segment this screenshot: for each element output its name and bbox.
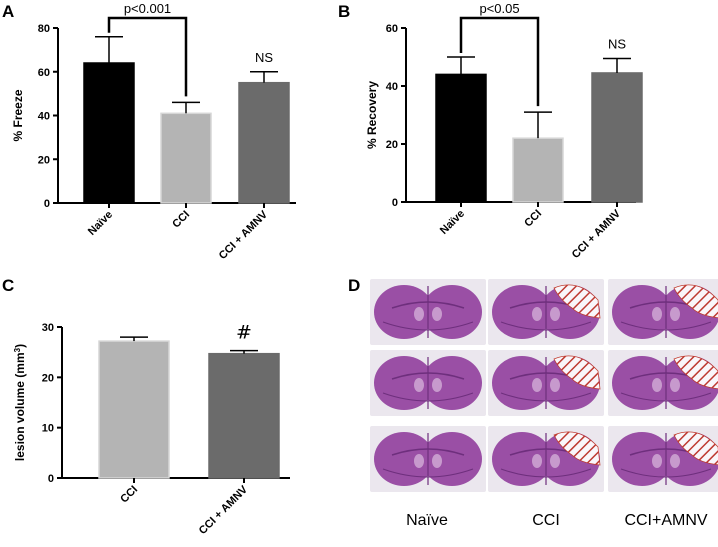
y-tick-label: 80 <box>38 23 50 35</box>
significance-label: NS <box>255 50 273 65</box>
brain-section-r2-c3 <box>608 350 718 416</box>
brain-section-r3-c3 <box>608 426 718 492</box>
panel-letter-a: A <box>2 2 14 21</box>
column-label-naive: Naïve <box>406 512 448 529</box>
y-tick-label: 0 <box>392 197 398 209</box>
y-tick-label: 0 <box>48 473 54 485</box>
y-tick-label: 10 <box>42 423 54 435</box>
lesion-hatch-region <box>553 284 601 319</box>
y-axis-title: lesion volume (mm3) <box>13 344 28 461</box>
brain-section-r1-c1 <box>370 279 486 345</box>
bar-cci <box>160 112 212 204</box>
bar-cci <box>98 340 170 479</box>
x-tick-label-cci: CCI <box>118 484 140 506</box>
bar-na-ve <box>83 62 135 204</box>
y-tick-label: 30 <box>42 322 54 334</box>
significance-label: NS <box>608 36 626 51</box>
bar-cci-amnv <box>238 81 290 204</box>
chart-b: 0 20 40 60 % Recovery Naïve CCI CCI + AMNV p<0.0… <box>365 1 643 261</box>
y-tick-label: 20 <box>386 139 398 151</box>
significance-label: p<0.001 <box>124 1 171 16</box>
chart-a: 0 20 40 60 80 % Freeze Naïve CCI CCI + AMNV p<0.0… <box>11 1 296 262</box>
significance-bracket <box>459 16 540 107</box>
panel-letter-d: D <box>348 276 360 295</box>
panel-letter-b: B <box>338 2 350 21</box>
bar-cci-amnv <box>208 352 280 479</box>
x-tick-label-cci-amnv: CCI + AMNV <box>217 208 271 262</box>
y-tick-label: 40 <box>386 81 398 93</box>
lesion-hatch-region <box>673 355 718 390</box>
x-tick-label-cci: CCI <box>522 208 544 230</box>
chart-c: 0 10 20 30 lesion volume (mm3) CCI CCI + AMNV # <box>13 322 290 537</box>
x-tick-label-na-ve: Naïve <box>438 208 467 237</box>
brain-section-r2-c2 <box>488 350 604 416</box>
bar-cci <box>512 137 564 203</box>
y-tick-label: 20 <box>42 372 54 384</box>
column-label-cci-amnv: CCI+AMNV <box>624 512 707 529</box>
brain-section-grid <box>370 279 718 492</box>
y-tick-label: 20 <box>38 154 50 166</box>
x-tick-label-cci-amnv: CCI + AMNV <box>570 207 624 261</box>
y-tick-label: 0 <box>44 198 50 210</box>
y-tick-label: 60 <box>38 67 50 79</box>
brain-section-r3-c2 <box>488 426 604 492</box>
x-tick-label-cci: CCI <box>170 209 192 231</box>
column-label-cci: CCI <box>532 512 560 529</box>
lesion-hatch-region <box>673 284 718 319</box>
significance-label: # <box>236 322 252 344</box>
lesion-hatch-region <box>553 431 601 466</box>
panel-letter-c: C <box>2 276 14 295</box>
x-tick-label-na-ve: Naïve <box>86 209 115 238</box>
y-axis-title: % Recovery <box>365 81 379 149</box>
brain-section-r1-c3 <box>608 279 718 345</box>
bar-cci-amnv <box>591 72 643 203</box>
brain-section-r1-c2 <box>488 279 604 345</box>
lesion-hatch-region <box>673 431 718 466</box>
significance-bracket <box>107 16 188 97</box>
bar-na-ve <box>435 73 487 203</box>
significance-label: p<0.05 <box>479 1 519 16</box>
y-axis-title: % Freeze <box>11 89 25 141</box>
y-tick-label: 40 <box>38 111 50 123</box>
brain-section-r2-c1 <box>370 350 486 416</box>
brain-section-r3-c1 <box>370 426 486 492</box>
y-tick-label: 60 <box>386 23 398 35</box>
x-tick-label-cci-amnv: CCI + AMNV <box>197 483 251 537</box>
lesion-hatch-region <box>553 355 601 390</box>
